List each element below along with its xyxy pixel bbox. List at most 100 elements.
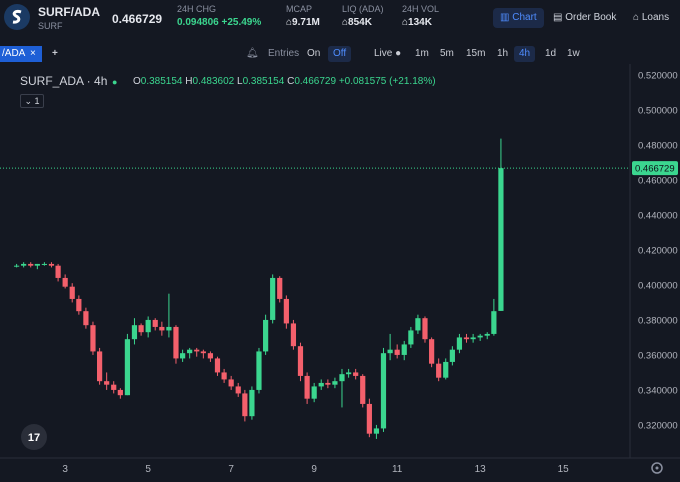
chart-title: SURF_ADA · 4h bbox=[20, 74, 108, 88]
candle-body bbox=[380, 353, 387, 429]
entries-on[interactable]: On bbox=[307, 48, 321, 59]
ohlc-legend: O0.385154 H0.483602 L0.385154 C0.466729 … bbox=[133, 76, 436, 87]
stat-value: 9.71M bbox=[292, 17, 320, 28]
stat-value: ⌂854K bbox=[342, 17, 372, 28]
timeframe[interactable]: 1d bbox=[545, 48, 557, 59]
candle bbox=[353, 368, 359, 380]
stat-label: 24H VOL bbox=[402, 4, 440, 14]
candle-body bbox=[283, 298, 289, 324]
interval-badge[interactable]: ⌄ 1 bbox=[20, 94, 44, 108]
candle-body bbox=[235, 386, 241, 394]
svg-text:17: 17 bbox=[28, 432, 40, 444]
stat-value: 134K bbox=[408, 17, 432, 28]
candle-body bbox=[394, 349, 400, 355]
timeframe[interactable]: 1m bbox=[415, 48, 429, 59]
tv-logo: 17 bbox=[21, 424, 47, 450]
candle bbox=[55, 263, 61, 282]
ohlc-value: 0.385154 bbox=[140, 76, 183, 87]
live-label: Live bbox=[374, 48, 393, 59]
nav-loans[interactable]: ⌂ Loans bbox=[633, 12, 670, 23]
x-tick-label: 9 bbox=[311, 464, 317, 475]
candle bbox=[228, 375, 234, 390]
candle-body bbox=[477, 335, 483, 338]
ohlc-value: 0.466729 bbox=[294, 76, 337, 87]
candle-body bbox=[214, 358, 221, 373]
candle-body bbox=[470, 337, 476, 340]
candle bbox=[131, 318, 138, 345]
tab-add[interactable]: + bbox=[52, 48, 58, 59]
settings-icon bbox=[651, 462, 663, 474]
candle bbox=[283, 295, 289, 329]
candle-body bbox=[290, 323, 297, 347]
candle bbox=[48, 262, 55, 268]
y-tick-label: 0.340000 bbox=[638, 385, 678, 396]
candle-body bbox=[387, 349, 393, 354]
candle bbox=[318, 379, 324, 390]
candle bbox=[263, 314, 269, 355]
subtitle: SURF bbox=[38, 21, 63, 31]
candle bbox=[484, 332, 490, 340]
candle bbox=[436, 358, 442, 382]
ohlc-label: C bbox=[287, 76, 295, 87]
nav-chart[interactable]: ▥ Chart bbox=[493, 8, 544, 28]
candle-body bbox=[55, 265, 61, 278]
live-toggle[interactable]: Live ● bbox=[374, 48, 402, 59]
stat-value: 0.094806 +25.49% bbox=[177, 17, 261, 28]
candle-body bbox=[422, 318, 428, 340]
candle bbox=[83, 307, 89, 329]
x-tick-label: 11 bbox=[392, 464, 403, 475]
candle-body bbox=[270, 277, 276, 320]
timeframe[interactable]: 5m bbox=[440, 48, 454, 59]
stat-label: MCAP bbox=[286, 4, 313, 14]
candle bbox=[200, 349, 206, 359]
candle bbox=[194, 347, 200, 357]
candle bbox=[97, 347, 103, 385]
timeframe[interactable]: 1h bbox=[497, 48, 509, 59]
candle bbox=[449, 346, 455, 366]
candle bbox=[297, 342, 304, 382]
stat-value: ⌂9.71M bbox=[286, 17, 320, 28]
candle bbox=[387, 333, 393, 361]
candle bbox=[28, 262, 34, 268]
token-logo bbox=[4, 4, 30, 30]
y-tick-label: 0.420000 bbox=[638, 245, 678, 256]
timeframe-selected[interactable]: 4h bbox=[514, 46, 536, 62]
candle-body bbox=[173, 326, 179, 359]
nav-order-book[interactable]: ▤ Order Book bbox=[553, 12, 617, 23]
x-tick-label: 15 bbox=[558, 464, 570, 475]
tab[interactable]: /ADA bbox=[0, 46, 42, 62]
candle bbox=[339, 368, 345, 408]
timeframe[interactable]: 1w bbox=[567, 48, 580, 59]
candle-body bbox=[166, 326, 172, 331]
candle bbox=[311, 382, 317, 403]
candle-body bbox=[339, 374, 345, 382]
y-tick-label: 0.460000 bbox=[638, 175, 678, 186]
x-tick-label: 7 bbox=[228, 464, 234, 475]
candle bbox=[235, 382, 241, 397]
candle bbox=[90, 321, 96, 355]
candle bbox=[41, 262, 48, 266]
ohlc-value: 0.483602 bbox=[192, 76, 235, 87]
candles bbox=[14, 138, 504, 439]
ohlc-label: O bbox=[133, 76, 141, 87]
candle-body bbox=[443, 361, 449, 378]
candle-body bbox=[159, 326, 165, 331]
candle bbox=[360, 374, 366, 408]
entries-off[interactable]: Off bbox=[328, 46, 352, 62]
candle-body bbox=[249, 389, 255, 417]
candle-body bbox=[180, 353, 186, 359]
y-tick-label: 0.360000 bbox=[638, 350, 678, 361]
candle-body bbox=[463, 337, 470, 340]
candle-body bbox=[228, 379, 234, 387]
tab-close[interactable]: × bbox=[30, 48, 36, 59]
candle-body bbox=[124, 339, 131, 396]
candle bbox=[277, 276, 283, 303]
timeframe[interactable]: 15m bbox=[466, 48, 486, 59]
candle-body bbox=[28, 263, 34, 266]
candle-body bbox=[41, 263, 48, 265]
candle bbox=[214, 356, 221, 376]
candle-body bbox=[429, 339, 435, 364]
candle bbox=[290, 319, 297, 350]
ohlc-label: L bbox=[237, 76, 243, 87]
status-dot: ● bbox=[112, 77, 118, 87]
